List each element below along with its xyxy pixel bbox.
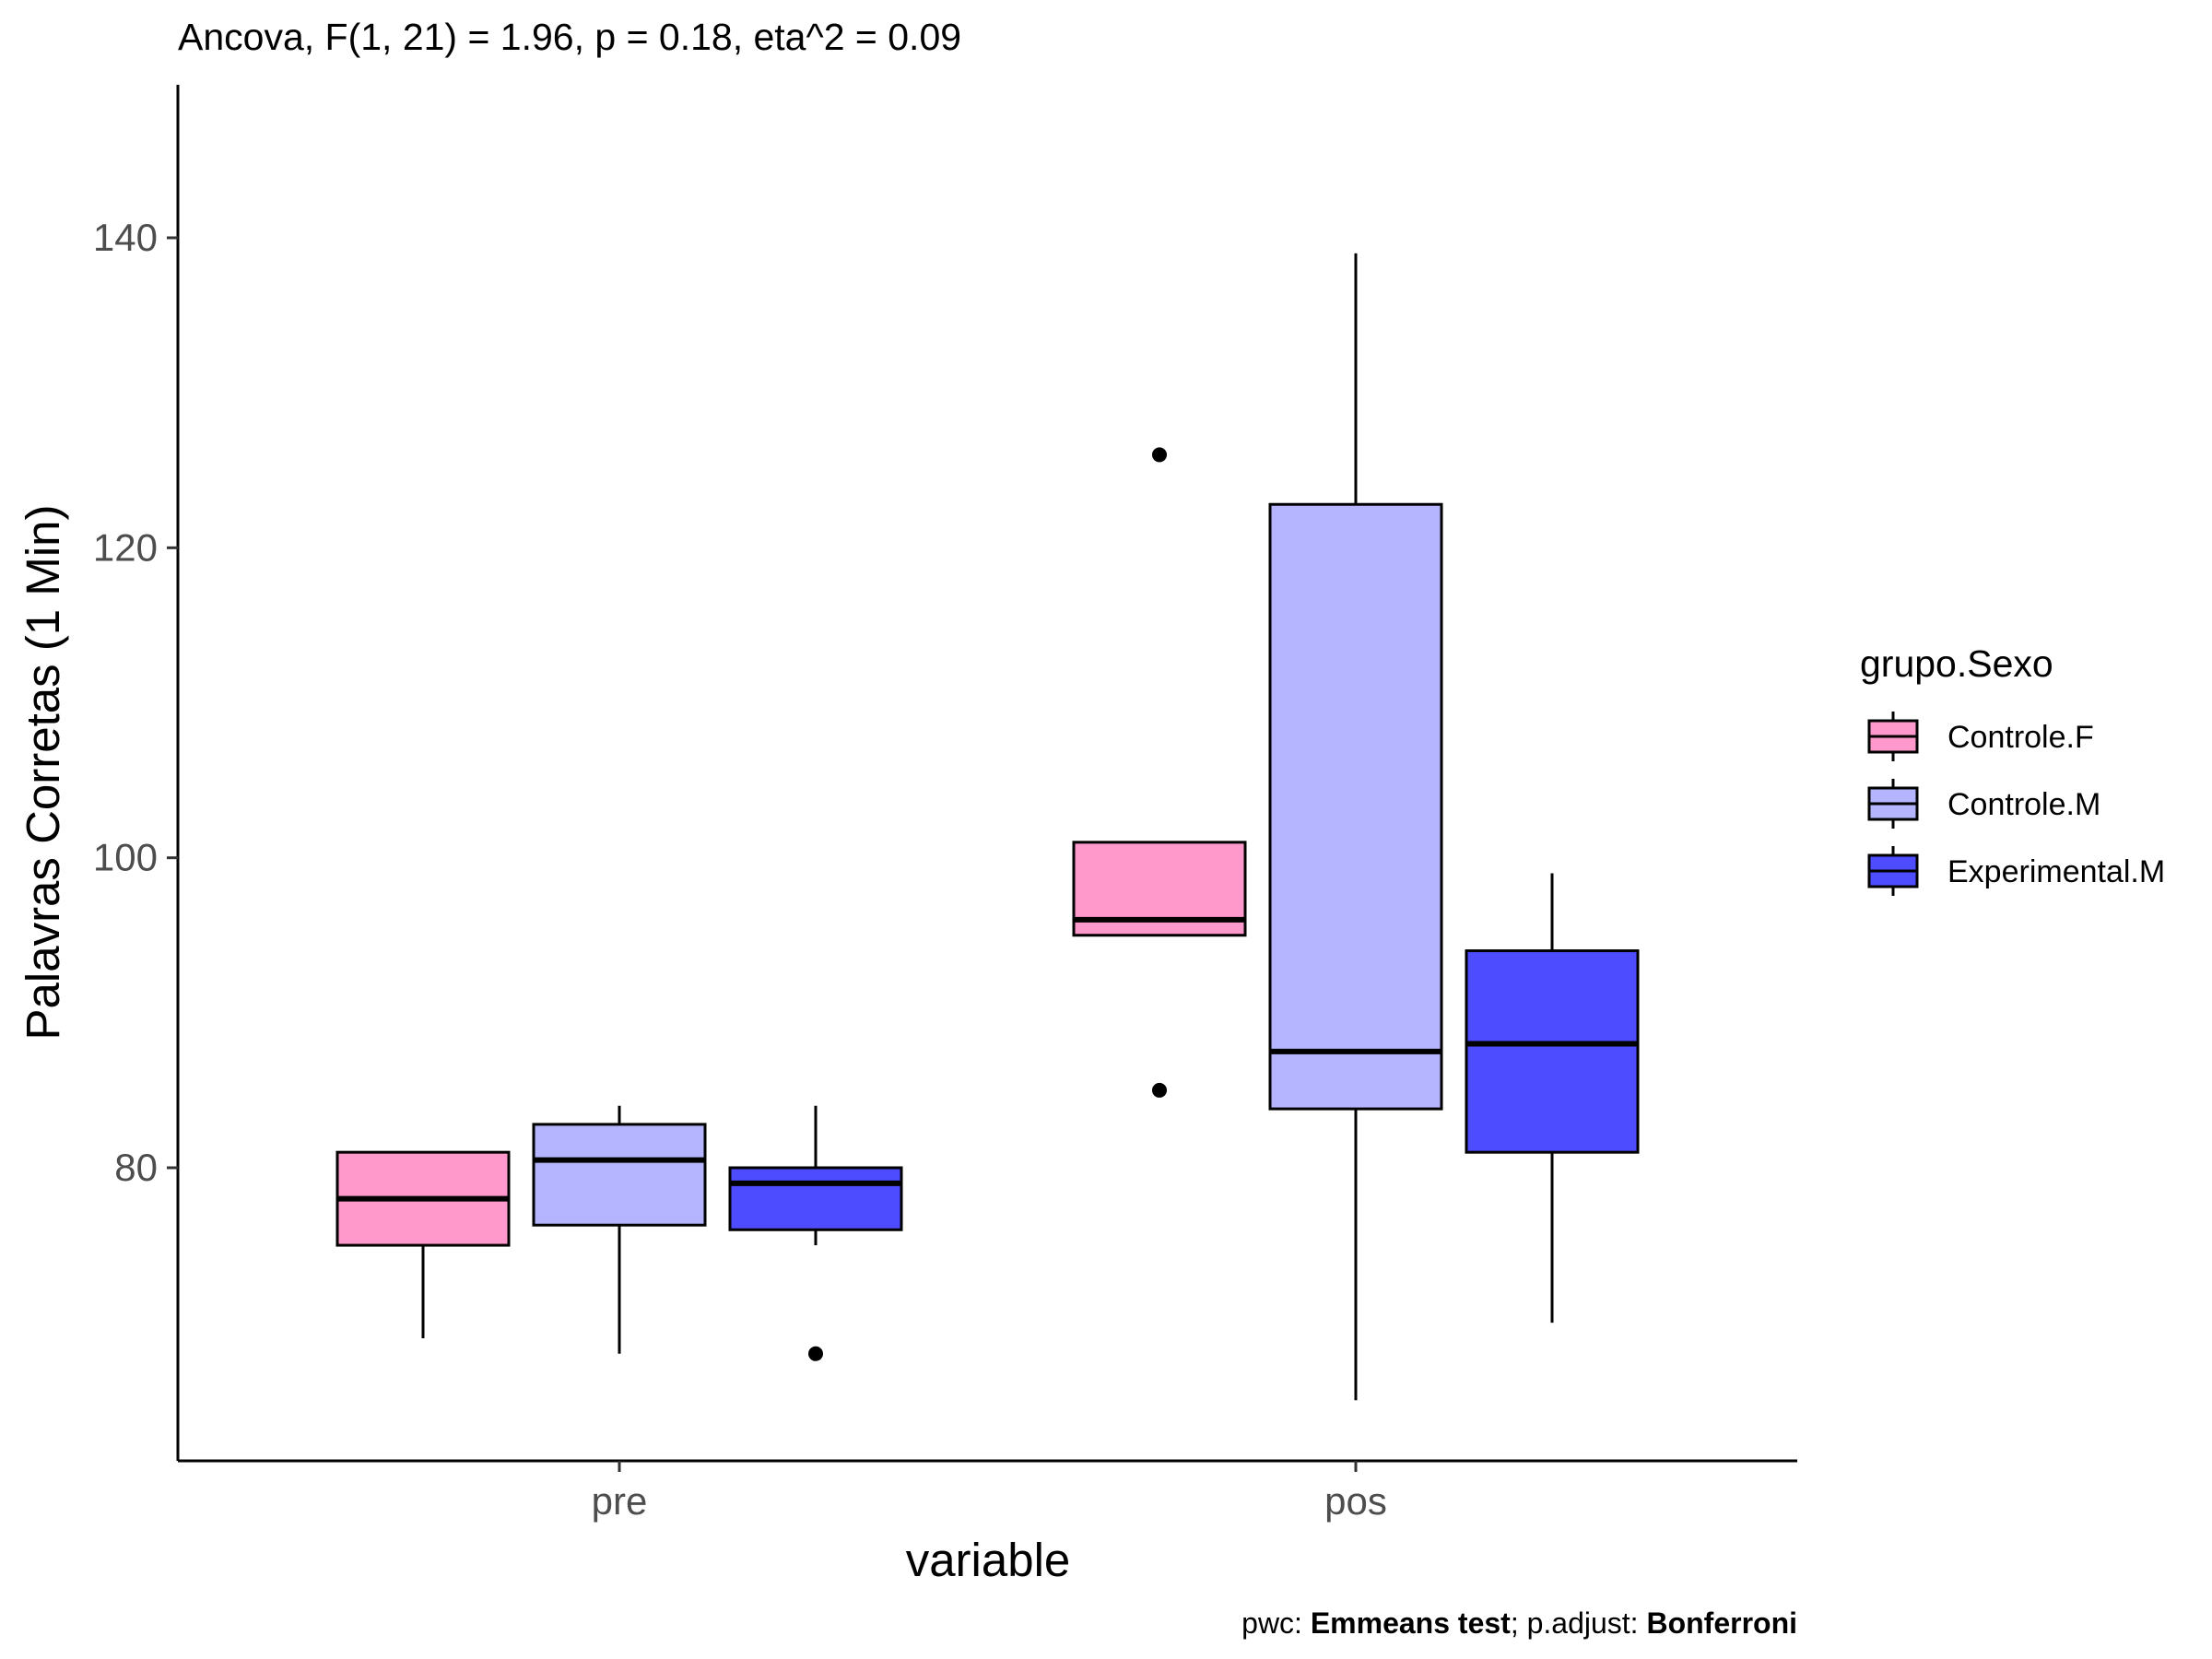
outlier-point <box>1152 447 1167 463</box>
box-Controle.M-pos <box>1268 253 1443 1401</box>
plot-area <box>335 253 1640 1401</box>
caption-prefix: pwc: <box>1241 1606 1311 1640</box>
box-Controle.F-pos <box>1072 447 1247 1098</box>
y-axis-label: Palavras Corretas (1 Min) <box>17 505 69 1041</box>
box-Experimental.M-pos <box>1465 873 1640 1324</box>
box-body <box>532 1123 707 1227</box>
legend-label: Experimental.M <box>1947 854 2165 889</box>
legend-label: Controle.F <box>1947 720 2094 755</box>
chart-title: Ancova, F(1, 21) = 1.96, p = 0.18, eta^2… <box>178 16 961 58</box>
y-tick-label: 140 <box>93 216 158 259</box>
y-tick-label: 80 <box>114 1146 158 1189</box>
box-Controle.F-pre <box>335 1150 511 1338</box>
outlier-point <box>808 1346 823 1361</box>
caption-middle: ; p.adjust: <box>1511 1606 1647 1640</box>
box-body <box>1465 949 1640 1154</box>
caption-adjust: Bonferroni <box>1646 1606 1797 1640</box>
x-axis-label: variable <box>906 1534 1071 1586</box>
legend: grupo.Sexo Controle.F Controle.M Experimen… <box>1860 642 2165 896</box>
y-tick-label: 120 <box>93 525 158 569</box>
outlier-point <box>1152 1082 1167 1098</box>
x-tick-label: pre <box>592 1479 648 1523</box>
legend-title: grupo.Sexo <box>1860 642 2053 685</box>
x-axis-ticks: pre pos <box>592 1461 1387 1523</box>
legend-item: Controle.F <box>1867 712 2094 761</box>
box-body <box>728 1166 903 1231</box>
legend-item: Experimental.M <box>1867 846 2165 896</box>
box-Controle.M-pre <box>532 1105 707 1354</box>
box-body <box>1268 502 1443 1111</box>
box-Experimental.M-pre <box>728 1105 903 1361</box>
legend-item: Controle.M <box>1867 779 2100 829</box>
caption: pwc: Emmeans test; p.adjust: Bonferroni <box>1241 1606 1797 1640</box>
y-tick-label: 100 <box>93 836 158 879</box>
caption-method: Emmeans test <box>1311 1606 1511 1640</box>
y-axis-ticks: 80 100 120 140 <box>93 216 178 1189</box>
legend-label: Controle.M <box>1947 787 2100 822</box>
x-tick-label: pos <box>1324 1479 1387 1523</box>
